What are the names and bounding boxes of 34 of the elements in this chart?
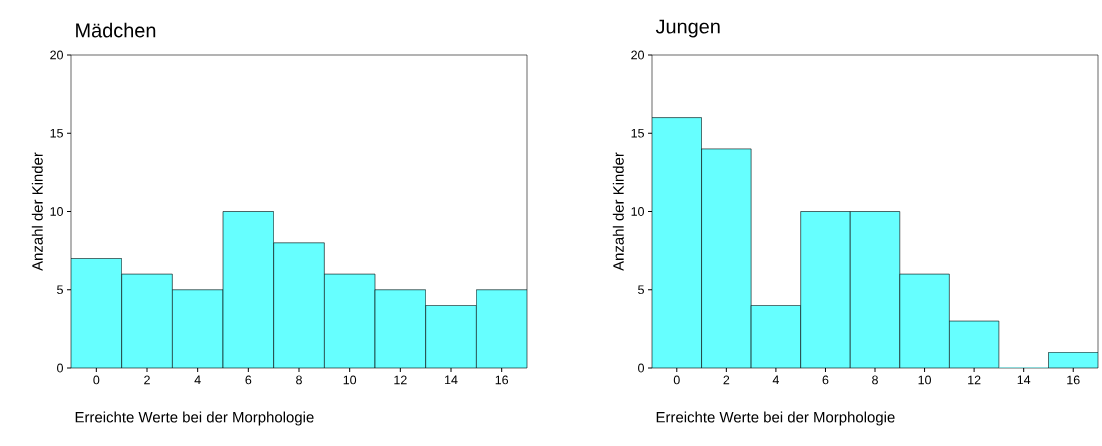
y-tick-label: 0 <box>638 363 644 373</box>
chart-title: Jungen <box>655 19 720 38</box>
x-tick-label: 12 <box>968 375 981 385</box>
x-tick-label: 12 <box>394 375 407 385</box>
x-axis-title: Erreichte Werte bei der Morphologie <box>75 411 314 426</box>
x-tick-label: 2 <box>144 375 150 385</box>
x-tick-label: 0 <box>93 375 100 385</box>
x-tick-label: 10 <box>343 375 357 385</box>
chart-title: Mädchen <box>76 22 156 38</box>
x-axis-title: Erreichte Werte bei der Morphologie <box>656 411 895 426</box>
y-tick-label: 10 <box>50 207 63 216</box>
x-tick-label: 8 <box>296 375 302 385</box>
x-tick-label: 16 <box>1067 375 1080 385</box>
y-tick-label: 20 <box>50 50 63 60</box>
x-tick-label: 14 <box>445 375 458 385</box>
y-axis-title: Anzahl der Kinder <box>31 152 43 271</box>
x-tick-label: 2 <box>723 375 730 385</box>
x-tick-label: 8 <box>872 375 878 385</box>
x-tick-label: 14 <box>1017 375 1031 385</box>
x-tick-label: 16 <box>495 375 509 385</box>
y-tick-label: 5 <box>57 285 63 295</box>
y-tick-label: 15 <box>50 128 63 138</box>
y-tick-label: 10 <box>631 207 644 216</box>
y-tick-label: 0 <box>57 363 63 373</box>
x-tick-label: 4 <box>772 375 779 385</box>
x-tick-label: 6 <box>245 375 252 385</box>
y-axis-title: Anzahl der Kinder <box>612 152 624 271</box>
x-tick-label: 10 <box>918 375 931 385</box>
x-tick-label: 4 <box>194 375 201 385</box>
y-tick-label: 15 <box>631 128 644 138</box>
y-tick-label: 5 <box>638 285 644 295</box>
x-tick-label: 0 <box>673 375 680 385</box>
y-tick-label: 20 <box>631 50 644 60</box>
x-tick-label: 6 <box>822 375 829 385</box>
